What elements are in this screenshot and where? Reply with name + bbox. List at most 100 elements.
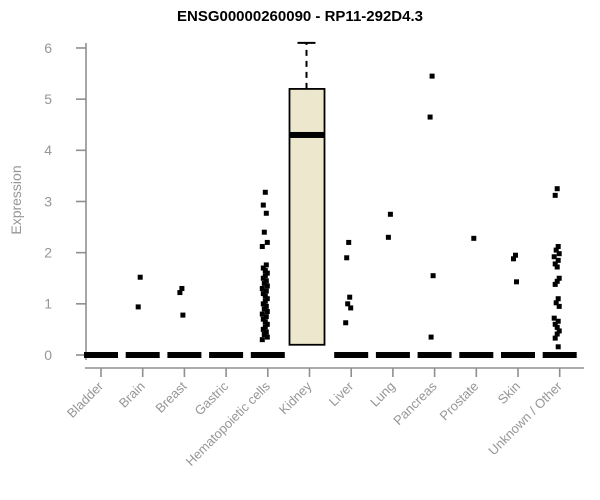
outlier-point: [551, 254, 557, 260]
y-tick-label: 4: [44, 142, 52, 158]
outlier-point: [429, 73, 435, 79]
outlier-point: [387, 211, 393, 217]
x-tick-label: Gastric: [192, 378, 232, 418]
outlier-point: [553, 247, 559, 253]
median-line: [289, 131, 325, 138]
outlier-point: [555, 244, 561, 250]
x-tick-label: Kidney: [276, 378, 315, 417]
outlier-point: [260, 275, 266, 281]
outlier-point: [345, 301, 351, 307]
outlier-point: [555, 318, 561, 324]
median-line: [334, 352, 369, 358]
outlier-point: [264, 270, 270, 276]
outlier-point: [556, 251, 562, 257]
outlier-point: [263, 303, 269, 309]
outlier-point: [177, 290, 183, 296]
outlier-point: [259, 285, 265, 291]
outlier-point: [260, 291, 266, 297]
median-line: [209, 352, 244, 358]
median-line: [459, 352, 494, 358]
outlier-point: [556, 275, 562, 281]
outlier-point: [551, 315, 557, 321]
outlier-point: [554, 324, 560, 330]
outlier-point: [552, 321, 558, 327]
outlier-point: [556, 303, 562, 309]
outlier-point: [264, 296, 270, 302]
outlier-point: [552, 335, 558, 341]
outlier-point: [262, 189, 268, 195]
y-tick-label: 5: [44, 91, 52, 107]
outlier-point: [555, 257, 561, 263]
outlier-point: [137, 274, 143, 280]
y-tick-label: 0: [44, 347, 52, 363]
outlier-point: [261, 280, 267, 286]
outlier-point: [428, 334, 434, 340]
x-tick-label: Liver: [326, 378, 357, 409]
outlier-point: [259, 337, 265, 343]
x-tick-label: Brain: [116, 379, 148, 411]
outlier-point: [514, 279, 519, 285]
x-tick-label: Breast: [152, 378, 189, 415]
outlier-point: [552, 192, 558, 198]
outlier-point: [264, 334, 270, 340]
median-line: [417, 352, 452, 358]
median-line: [375, 352, 410, 358]
outlier-point: [264, 283, 270, 289]
x-tick-label: Bladder: [64, 378, 107, 421]
outlier-point: [260, 202, 266, 208]
outlier-point: [385, 234, 391, 240]
outlier-point: [263, 278, 269, 284]
outlier-point: [179, 285, 185, 291]
outlier-point: [260, 265, 266, 271]
median-line: [84, 352, 118, 358]
chart-title: ENSG00000260090 - RP11-292D4.3: [176, 8, 423, 25]
outlier-point: [262, 293, 268, 299]
outlier-point: [264, 239, 270, 245]
outlier-point: [260, 301, 266, 307]
outlier-point: [262, 324, 268, 330]
outlier-point: [344, 255, 350, 261]
outlier-point: [260, 326, 266, 332]
outlier-point: [511, 256, 516, 262]
outlier-point: [555, 344, 561, 350]
outlier-point: [427, 114, 433, 120]
outlier-point: [554, 186, 560, 192]
outlier-point: [261, 332, 267, 338]
outlier-point: [263, 314, 269, 320]
outlier-point: [471, 235, 477, 241]
y-tick-label: 1: [44, 296, 52, 312]
outlier-point: [262, 298, 268, 304]
outlier-point: [343, 320, 349, 326]
box: [288, 88, 326, 346]
outlier-point: [262, 319, 268, 325]
median-line: [125, 352, 160, 358]
outlier-point: [552, 281, 558, 287]
outlier-point: [263, 262, 269, 268]
outlier-point: [135, 304, 141, 310]
outlier-point: [347, 294, 353, 300]
outlier-point: [554, 264, 560, 270]
outlier-point: [348, 305, 354, 311]
outlier-point: [263, 329, 269, 335]
y-tick-label: 3: [44, 193, 52, 209]
outlier-point: [264, 309, 270, 315]
median-line: [501, 352, 535, 358]
outlier-point: [262, 268, 268, 274]
outlier-point: [261, 229, 267, 235]
x-tick-label: Unknown / Other: [485, 378, 565, 458]
outlier-point: [260, 316, 266, 322]
outlier-point: [430, 273, 436, 279]
outlier-point: [259, 244, 265, 250]
outlier-point: [555, 296, 561, 302]
outlier-point: [264, 321, 270, 327]
median-line: [542, 352, 577, 358]
median-line: [250, 352, 285, 358]
outlier-point: [553, 300, 559, 306]
outlier-point: [261, 306, 267, 312]
outlier-point: [262, 273, 268, 279]
outlier-point: [554, 331, 560, 337]
x-tick-label: Lung: [367, 379, 398, 410]
outlier-point: [513, 252, 518, 258]
